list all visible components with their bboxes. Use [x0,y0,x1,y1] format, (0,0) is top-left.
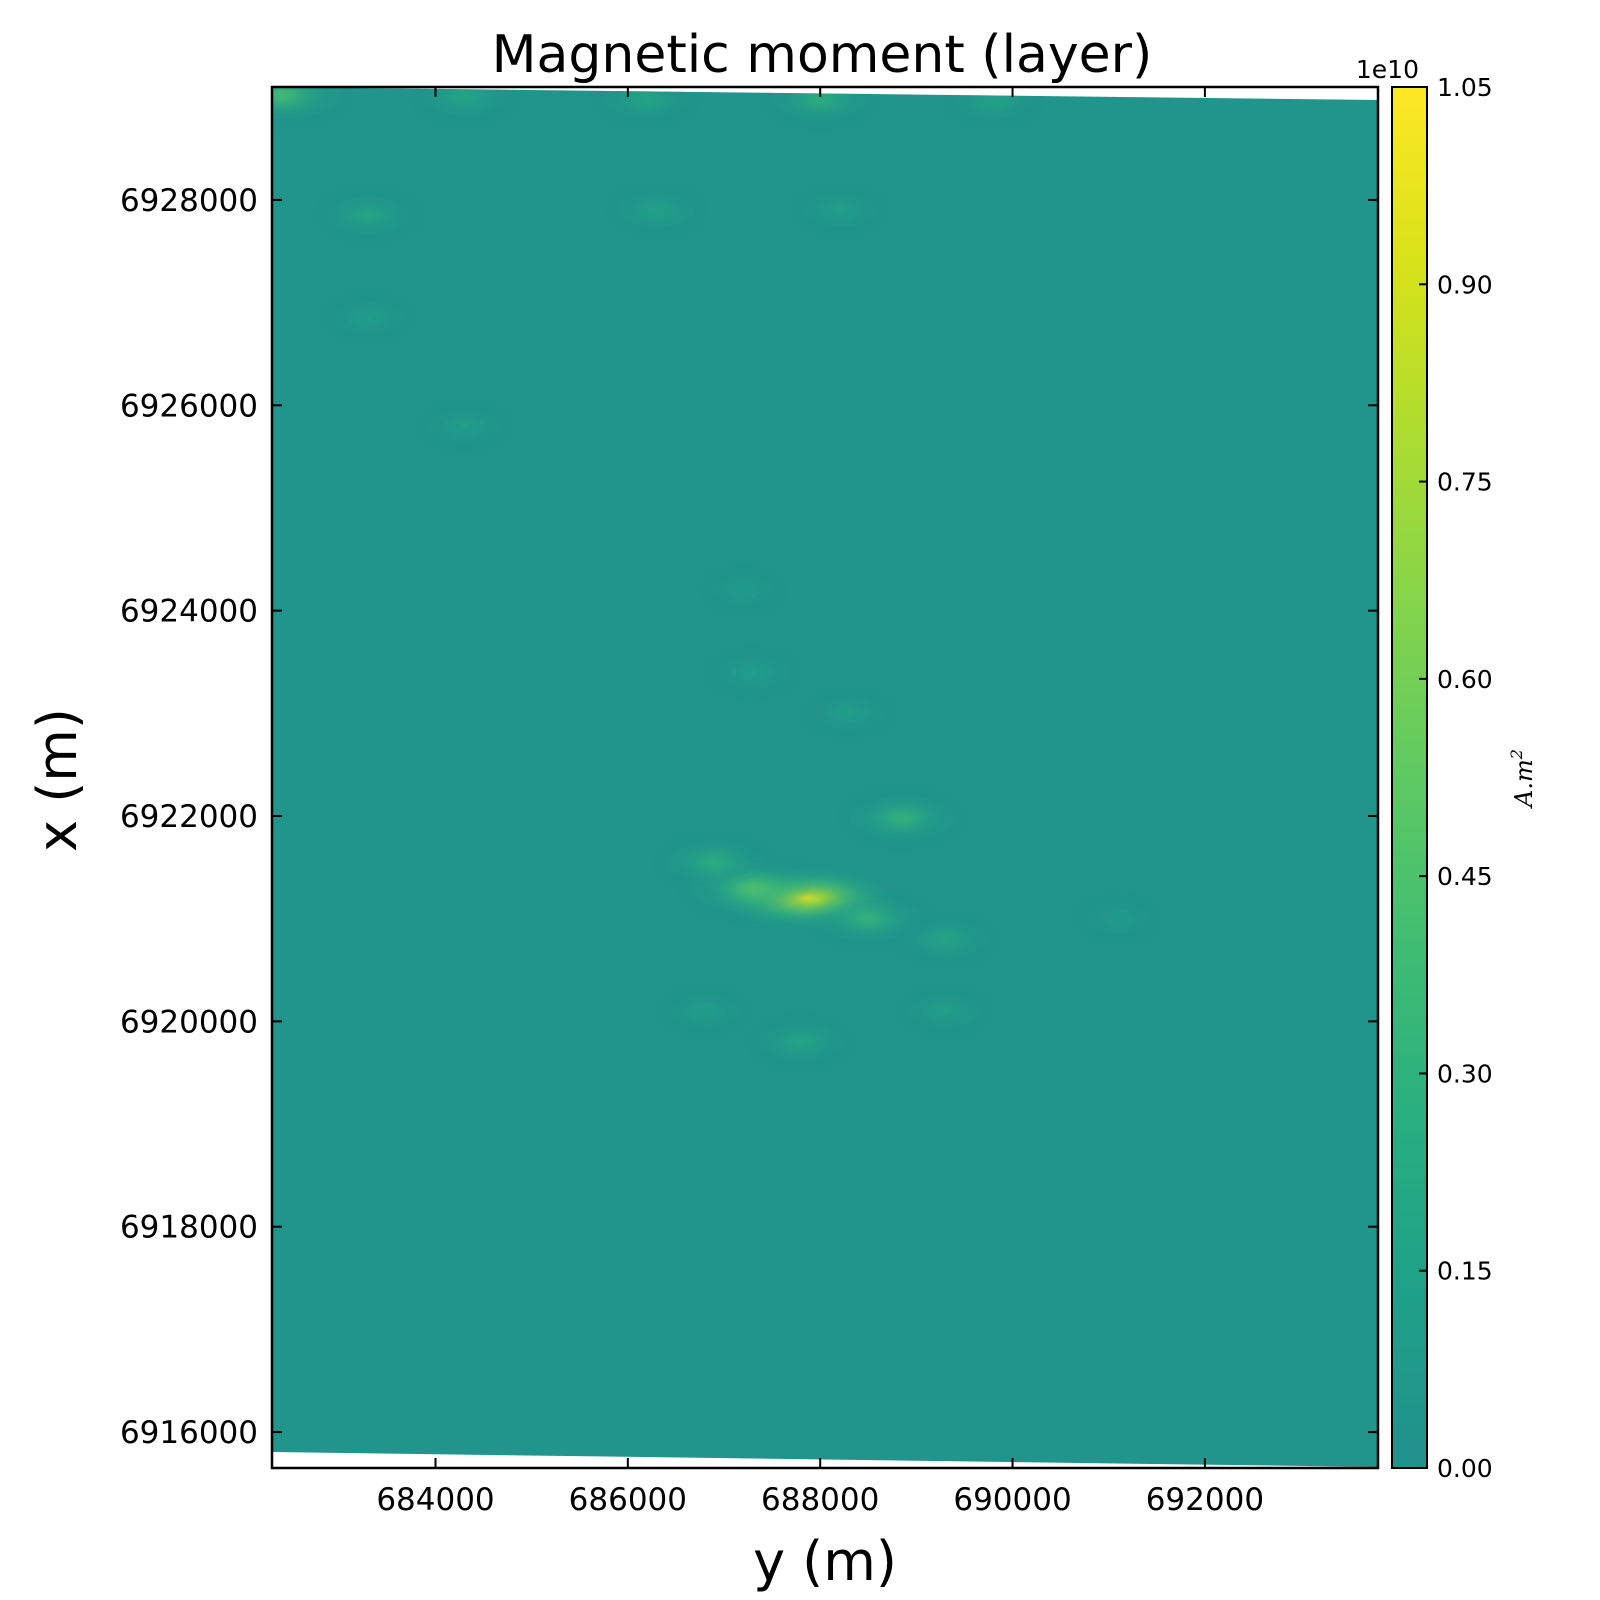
x-tick-label: 688000 [761,1482,879,1518]
anomaly-blob [813,698,886,728]
colorbar-exponent-label: 1e10 [1356,55,1419,84]
y-tick-label: 6926000 [120,388,258,424]
colorbar: 0.00 0.15 0.30 0.45 0.60 0.75 0.90 1.05 1e10 A.… [1356,55,1538,1483]
colorbar-ticks: 0.00 0.15 0.30 0.45 0.60 0.75 0.90 1.05 [1419,73,1493,1483]
anomaly-blob [814,898,922,939]
colorbar-tick-label: 0.00 [1437,1454,1493,1483]
x-axis-ticks: 684000 686000 688000 690000 692000 [376,87,1264,1518]
y-tick-label: 6928000 [120,183,258,219]
anomaly-blob [1085,905,1151,932]
anomaly-blob [716,657,789,687]
colorbar-gradient [1391,86,1428,1469]
anomaly-blob [664,843,765,882]
x-tick-label: 686000 [569,1482,687,1518]
y-axis-label: x (m) [26,708,89,852]
anomaly-blob [325,198,412,232]
anomaly-blob [428,411,501,441]
x-axis-label: y (m) [753,1530,897,1593]
plot-frame [270,85,1380,1470]
anomaly-blob [617,194,697,226]
anomaly-blob [907,996,983,1026]
colorbar-unit-superscript: 2 [1507,749,1526,760]
anomaly-blob [272,87,343,118]
x-tick-label: 692000 [1146,1482,1264,1518]
anomaly-blob [848,798,956,838]
anomaly-blob [421,87,508,114]
colorbar-tick-label: 0.75 [1437,468,1493,497]
y-tick-label: 6922000 [120,799,258,835]
heatmap-layer [272,87,1378,1467]
x-tick-label: 690000 [953,1482,1071,1518]
anomaly-blob [802,195,877,226]
anomaly-blob [757,1025,844,1059]
anomaly-blob [710,576,776,604]
colorbar-tick-label: 0.15 [1437,1257,1493,1286]
chart-title: Magnetic moment (layer) [492,25,1153,85]
colorbar-tick-label: 0.30 [1437,1059,1493,1088]
y-tick-label: 6918000 [120,1210,258,1246]
y-tick-label: 6924000 [120,594,258,630]
colorbar-unit-base: A.m [1510,759,1538,809]
colorbar-tick-label: 0.60 [1437,665,1493,694]
y-tick-label: 6920000 [120,1004,258,1040]
colorbar-tick-label: 1.05 [1437,73,1493,102]
heatmap-background [272,87,1378,1467]
anomaly-blob [332,303,405,333]
x-tick-label: 684000 [376,1482,494,1518]
colorbar-unit-label: A.m2 [1507,749,1538,809]
anomaly-blob [902,922,989,956]
colorbar-tick-label: 0.90 [1437,270,1493,299]
y-tick-label: 6916000 [120,1415,258,1451]
y-axis-ticks: 6916000 6918000 6920000 6922000 6924000 69260… [120,183,1378,1451]
colorbar-tick-label: 0.45 [1437,862,1493,891]
anomaly-blob [668,996,741,1026]
